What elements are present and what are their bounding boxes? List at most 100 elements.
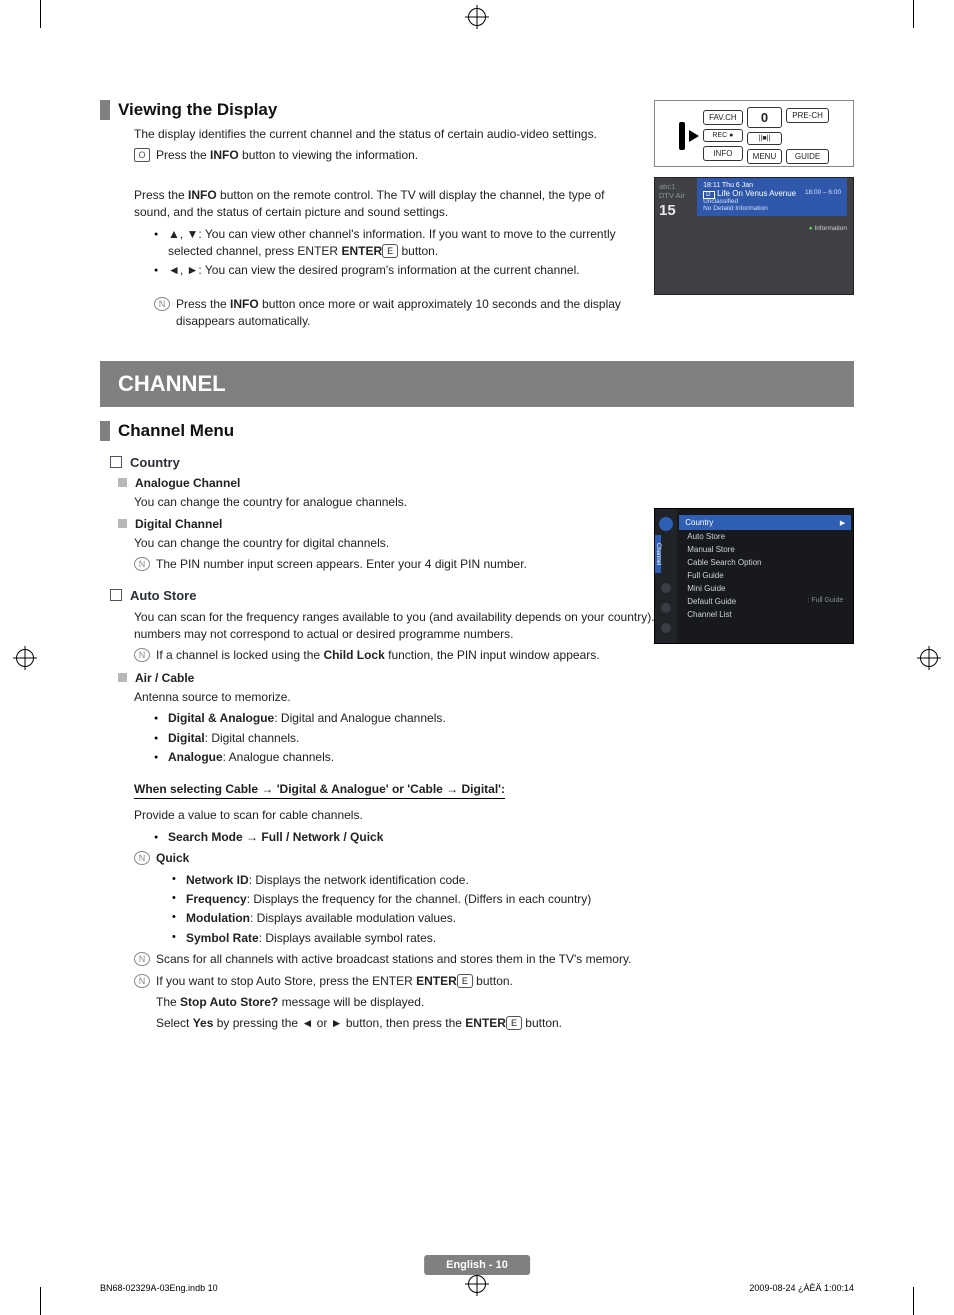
text: D Life On Venus Avenue 18:00 – 6:00 <box>703 189 841 198</box>
text: abc1 <box>659 182 691 191</box>
list-item: Frequency: Displays the frequency for th… <box>172 891 854 908</box>
note-icon: N <box>134 851 150 865</box>
remote-button: 0 <box>747 107 783 128</box>
list-item: ▲, ▼: You can view other channel's infor… <box>154 226 640 261</box>
square-icon <box>110 456 122 468</box>
text: button. <box>401 244 438 258</box>
crop-mark <box>40 0 41 28</box>
text: Press the INFO button to viewing the inf… <box>156 148 418 162</box>
list-item: Analogue: Analogue channels. <box>154 749 854 766</box>
registration-mark <box>468 8 486 26</box>
chevron-right-icon <box>840 518 845 527</box>
text: Quick <box>156 851 189 865</box>
osd-item: Channel List <box>687 608 843 621</box>
footer-left: BN68-02329A-03Eng.indb 10 <box>100 1283 218 1293</box>
text: Digital Channel <box>135 517 222 531</box>
remote-button: PRE-CH <box>786 108 829 123</box>
osd-body: Country Auto Store Manual Store Cable Se… <box>679 509 851 627</box>
osd-item: Mini Guide <box>687 582 843 595</box>
paragraph: Select Yes by pressing the ◄ or ► button… <box>156 1015 854 1032</box>
text: Analogue Channel <box>135 476 240 490</box>
panel-footer: ● Information <box>655 223 853 234</box>
sub-heading: Analogue Channel <box>118 476 854 490</box>
remote-button: MENU <box>747 149 783 164</box>
osd-item: Full Guide <box>687 569 843 582</box>
text: If you want to stop Auto Store, press th… <box>156 974 513 988</box>
section-band-channel: CHANNEL <box>100 361 854 407</box>
footer-right: 2009-08-24 ¿ÀÈÄ 1:00:14 <box>749 1283 854 1293</box>
enter-icon: E <box>382 244 398 258</box>
paragraph: Antenna source to memorize. <box>134 689 854 706</box>
heading-text: Channel Menu <box>118 421 234 441</box>
figure-column: FAV.CH REC ● INFO 0 ||■|| MENU PRE-CH GU… <box>654 100 854 295</box>
note-icon: N <box>134 974 150 988</box>
enter-icon: E <box>457 974 473 988</box>
heading-bar <box>100 421 110 441</box>
text: Country <box>685 518 713 527</box>
registration-mark <box>16 649 34 667</box>
list-item: Digital: Digital channels. <box>154 730 854 747</box>
list-item: Symbol Rate: Displays available symbol r… <box>172 930 854 947</box>
small-square-icon <box>118 519 127 528</box>
page-content: Viewing the Display The display identifi… <box>100 100 854 1245</box>
square-icon <box>110 589 122 601</box>
channel-number: 15 <box>659 202 691 219</box>
osd-figure: Channel Country Auto Store Manual Store … <box>654 508 854 644</box>
osd-tab-column: Channel <box>655 509 677 643</box>
text: Scans for all channels with active broad… <box>156 952 631 966</box>
list-item: Network ID: Displays the network identif… <box>172 872 854 889</box>
list-item: Search Mode → Full / Network / Quick <box>154 829 854 846</box>
text: Air / Cable <box>135 671 194 685</box>
osd-tab-dot <box>661 623 671 633</box>
paragraph: The display identifies the current chann… <box>134 126 640 143</box>
osd-item: Default Guide : Full Guide <box>687 595 843 608</box>
list-item: Modulation: Displays available modulatio… <box>172 910 854 927</box>
osd-item: Cable Search Option <box>687 556 843 569</box>
subsection-title: Country <box>130 455 180 470</box>
text: DTV Air <box>659 191 691 200</box>
remote-button: GUIDE <box>786 149 829 164</box>
list-item: Digital & Analogue: Digital and Analogue… <box>154 710 854 727</box>
osd-active-tab: Channel <box>655 535 661 573</box>
panel-main: 18:11 Thu 6 Jan D Life On Venus Avenue 1… <box>697 178 847 216</box>
note-icon: N <box>154 297 170 311</box>
sub-heading: Air / Cable <box>118 671 854 685</box>
heading-bar <box>100 100 110 120</box>
instruction-line: O Press the INFO button to viewing the i… <box>134 147 640 164</box>
paragraph: Press the INFO button on the remote cont… <box>134 187 640 222</box>
registration-mark <box>920 649 938 667</box>
note-line: N Press the INFO button once more or wai… <box>154 296 640 331</box>
panel-side: abc1 DTV Air 15 <box>655 178 695 223</box>
subsection-country: Country <box>110 455 854 470</box>
page-number-badge: English - 10 <box>424 1255 530 1275</box>
remote-body-edge <box>679 122 685 150</box>
crop-mark <box>40 1287 41 1315</box>
note-line: N Scans for all channels with active bro… <box>134 951 854 968</box>
note-icon: N <box>134 557 150 571</box>
bullet-list: Digital & Analogue: Digital and Analogue… <box>154 710 854 766</box>
enter-icon: E <box>506 1016 522 1030</box>
underlined-heading: When selecting Cable → 'Digital & Analog… <box>134 782 505 799</box>
subsection-title: Auto Store <box>130 588 196 603</box>
text: Unclassified No Detaild Information <box>703 198 841 212</box>
remote-button: FAV.CH <box>703 110 743 125</box>
crop-mark <box>913 1287 914 1315</box>
print-footer: BN68-02329A-03Eng.indb 10 2009-08-24 ¿ÀÈ… <box>100 1283 854 1293</box>
note-icon: N <box>134 952 150 966</box>
note-icon: N <box>134 648 150 662</box>
remote-button: REC ● <box>703 129 743 142</box>
remote-button-icon: O <box>134 148 150 162</box>
note-line: N Quick <box>134 850 854 867</box>
text: Press the INFO button once more or wait … <box>176 297 621 328</box>
bullet-list: ▲, ▼: You can view other channel's infor… <box>154 226 640 280</box>
text: If a channel is locked using the Child L… <box>156 648 600 662</box>
sub-bullet-list: Network ID: Displays the network identif… <box>172 872 854 948</box>
bullet-list: Search Mode → Full / Network / Quick <box>154 829 854 846</box>
section-heading-viewing: Viewing the Display <box>100 100 640 120</box>
section-heading-channel-menu: Channel Menu <box>100 421 854 441</box>
small-square-icon <box>118 478 127 487</box>
note-line: N If you want to stop Auto Store, press … <box>134 973 854 990</box>
crop-mark <box>913 0 914 28</box>
text: The PIN number input screen appears. Ent… <box>156 557 527 571</box>
note-line: N If a channel is locked using the Child… <box>134 647 854 664</box>
